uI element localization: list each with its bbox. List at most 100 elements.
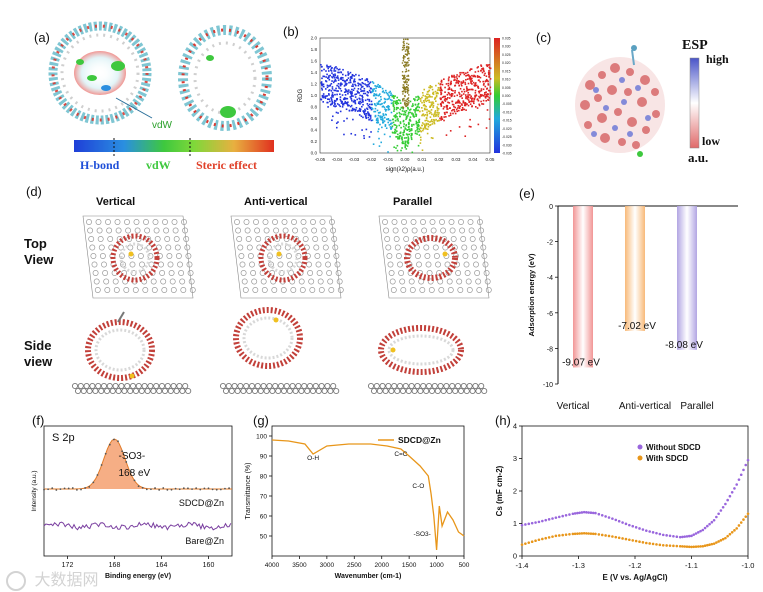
rdg-point xyxy=(412,123,415,126)
rdg-point xyxy=(473,74,475,77)
rdg-point xyxy=(322,101,325,103)
sdcd-data-point xyxy=(158,489,161,491)
rdg-point xyxy=(406,54,408,57)
rdg-point xyxy=(361,81,364,84)
esp-colorbar xyxy=(689,57,700,149)
rdg-point xyxy=(472,75,475,78)
rdg-point xyxy=(403,123,405,125)
rdg-point xyxy=(459,73,462,76)
graphene-ring xyxy=(397,261,403,268)
rdg-point xyxy=(361,98,364,100)
rdg-point xyxy=(419,139,422,141)
y-tick-label: 0.4 xyxy=(311,128,318,133)
rdg-point xyxy=(328,93,330,95)
series-with-sdcd xyxy=(520,512,750,549)
data-point xyxy=(721,537,725,541)
rdg-point xyxy=(406,103,409,105)
rdg-point xyxy=(418,96,420,99)
rdg-point xyxy=(431,113,433,116)
colorbar-label-hbond: H-bond xyxy=(80,158,120,172)
rdg-point xyxy=(331,119,333,122)
rdg-point xyxy=(404,140,407,143)
rdg-point xyxy=(392,121,395,124)
colorbar-tick-label: -0.035 xyxy=(502,152,512,156)
sdcd-data-point xyxy=(199,488,202,491)
rdg-point xyxy=(430,120,432,123)
rdg-point xyxy=(352,83,354,86)
rdg-point xyxy=(354,93,356,96)
molecule-side-inner xyxy=(94,328,146,372)
colorbar-tick-label: 0.005 xyxy=(502,86,511,90)
rdg-point xyxy=(402,90,405,92)
rdg-point xyxy=(471,77,473,80)
rdg-point xyxy=(396,144,399,147)
graphene-side-ring xyxy=(280,387,288,395)
rdg-point xyxy=(458,100,461,103)
data-point xyxy=(557,515,561,519)
graphene-side-ring xyxy=(277,382,285,390)
graphene-ring xyxy=(244,227,251,234)
data-point xyxy=(607,516,611,519)
graphene-side-ring xyxy=(182,382,189,390)
data-point xyxy=(692,545,696,549)
graphene-side-ring xyxy=(382,387,389,395)
rdg-point xyxy=(404,95,406,98)
rdg-point xyxy=(404,146,407,149)
graphene-ring xyxy=(101,261,107,268)
rdg-point xyxy=(344,94,347,96)
sdcd-data-point xyxy=(47,488,50,491)
rdg-point xyxy=(438,89,440,91)
rdg-point xyxy=(407,51,410,53)
rdg-point xyxy=(470,78,472,81)
graphene-side-ring xyxy=(263,387,270,395)
rdg-point xyxy=(409,120,412,122)
graphene-side-ring xyxy=(266,382,273,390)
rdg-point xyxy=(393,123,396,126)
graphene-side-ring xyxy=(469,387,476,395)
rdg-point xyxy=(337,71,339,74)
rdg-point xyxy=(421,110,424,112)
rdg-point xyxy=(374,90,377,92)
sdcd-data-point xyxy=(121,450,124,453)
rdg-point xyxy=(385,108,387,111)
rdg-point xyxy=(401,90,404,93)
rdg-point xyxy=(408,53,410,55)
graphene-ring xyxy=(318,287,325,293)
rdg-point xyxy=(403,77,405,79)
rdg-point xyxy=(331,100,334,103)
rdg-point xyxy=(405,68,407,70)
molecule-side-marker xyxy=(273,317,279,323)
rdg-point xyxy=(395,101,398,104)
rdg-point xyxy=(346,78,348,81)
rdg-point xyxy=(397,120,399,122)
rdg-point xyxy=(461,97,463,99)
graphene-side-ring xyxy=(295,382,302,390)
rdg-point xyxy=(433,98,436,100)
rdg-point xyxy=(402,120,405,123)
data-point xyxy=(614,518,618,522)
rdg-point xyxy=(373,88,376,90)
rdg-point xyxy=(400,149,402,152)
rdg-point xyxy=(333,70,335,72)
graphene-ring xyxy=(300,219,307,225)
rdg-point xyxy=(333,75,335,78)
peak-group-label: -SO3- xyxy=(119,451,146,462)
rdg-point xyxy=(422,128,425,130)
rdg-point xyxy=(403,110,406,113)
panel-d-figure xyxy=(71,215,492,395)
rdg-point xyxy=(479,93,482,96)
graphene-ring xyxy=(292,227,299,234)
rdg-point xyxy=(391,94,393,96)
molecule-top-ring xyxy=(404,235,458,281)
rdg-point xyxy=(428,110,431,113)
rdg-point xyxy=(449,112,452,115)
rdg-point xyxy=(352,101,355,103)
rdg-point xyxy=(409,116,412,118)
y-tick-label: 3 xyxy=(513,454,517,463)
rdg-point xyxy=(406,65,408,67)
graphene-side-ring xyxy=(98,387,105,395)
rdg-point xyxy=(381,118,383,121)
rdg-point xyxy=(352,95,354,97)
rdg-point xyxy=(359,103,361,105)
rdg-point xyxy=(424,125,426,128)
